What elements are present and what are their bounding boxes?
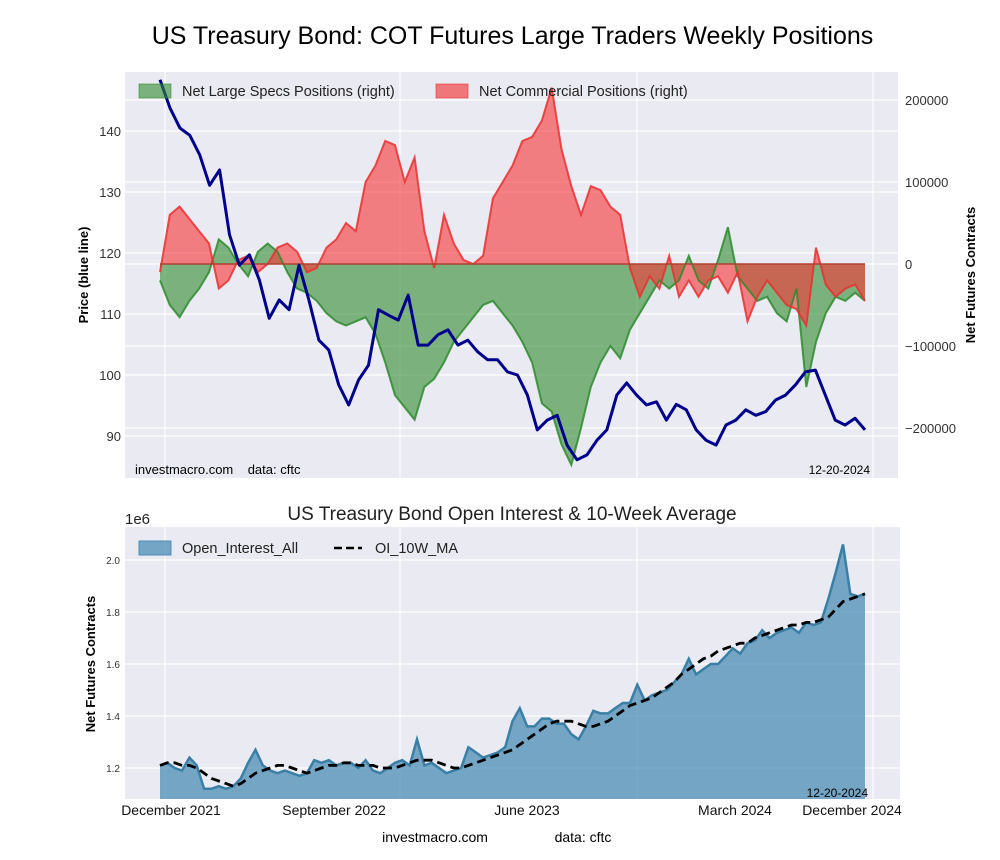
- legend-label-open-interest: Open_Interest_All: [182, 541, 298, 557]
- area-commercial: [160, 87, 865, 326]
- legend-label-commercial: Net Commercial Positions (right): [479, 84, 688, 100]
- legend-label-ma: OI_10W_MA: [375, 541, 458, 557]
- footer-site: investmacro.com: [382, 829, 488, 845]
- legend-swatch-commercial: [435, 83, 469, 99]
- tick-label-x: December 2021: [121, 802, 221, 818]
- lower-x-ticks: December 2021 September 2022 June 2023 Marc…: [121, 802, 902, 818]
- tick-label-y: 2.0: [106, 556, 120, 567]
- footer-source: data: cftc: [555, 829, 612, 845]
- upper-right-axis-label: Net Futures Contracts: [963, 207, 978, 344]
- upper-lines: [158, 79, 867, 468]
- upper-date-label: 12-20-2024: [809, 463, 871, 477]
- upper-right-ticks: −200000 −100000 0 100000 200000: [905, 93, 956, 436]
- tick-label-y: 1.6: [106, 660, 120, 671]
- tick-label-x: September 2022: [282, 802, 386, 818]
- lower-date-label: 12-20-2024: [807, 786, 869, 800]
- line-price: [158, 79, 867, 462]
- main-title: US Treasury Bond: COT Futures Large Trad…: [151, 22, 874, 50]
- upper-left-axis-label: Price (blue line): [76, 227, 91, 324]
- tick-label-y: 1.8: [106, 608, 120, 619]
- line-large-specs: [159, 226, 866, 468]
- line-open-interest: [159, 544, 866, 791]
- upper-areas: [160, 87, 865, 465]
- legend-swatch-open-interest: [138, 540, 172, 556]
- lower-offset-label: 1e6: [125, 511, 150, 528]
- legend-swatch-large-specs: [138, 83, 172, 99]
- tick-label-right: 100000: [905, 175, 948, 190]
- tick-label-x: March 2024: [698, 802, 772, 818]
- tick-label-left: 130: [99, 185, 121, 200]
- lower-legend: Open_Interest_All OI_10W_MA: [138, 540, 458, 557]
- lower-panel: US Treasury Bond Open Interest & 10-Week…: [83, 504, 902, 818]
- tick-label-right: −100000: [905, 339, 956, 354]
- line-ma: [159, 592, 866, 788]
- tick-label-left: 140: [99, 124, 121, 139]
- tick-label-x: June 2023: [494, 802, 560, 818]
- tick-label-y: 1.4: [106, 712, 120, 723]
- lower-area: [159, 544, 866, 799]
- upper-watermark: investmacro.com data: cftc: [135, 462, 301, 477]
- tick-label-left: 110: [100, 307, 121, 322]
- tick-label-right: 0: [905, 257, 912, 272]
- area-open-interest: [160, 544, 865, 799]
- upper-panel: 90 100 110 120 130 140 −200000 −100000 0 100000 2…: [76, 72, 978, 478]
- lower-axis-label: Net Futures Contracts: [83, 596, 98, 733]
- tick-label-right: 200000: [905, 93, 948, 108]
- tick-label-right: −200000: [905, 421, 956, 436]
- tick-label-left: 120: [99, 246, 121, 261]
- area-large-specs: [160, 227, 865, 465]
- tick-label-x: December 2024: [802, 802, 902, 818]
- tick-label-y: 1.2: [106, 764, 120, 775]
- lower-title: US Treasury Bond Open Interest & 10-Week…: [287, 504, 736, 525]
- tick-label-left: 100: [99, 368, 121, 383]
- upper-legend: Net Large Specs Positions (right) Net Co…: [138, 83, 688, 100]
- lower-y-ticks: 1.2 1.4 1.6 1.8 2.0: [106, 556, 120, 775]
- line-commercial: [159, 87, 866, 329]
- upper-left-ticks: 90 100 110 120 130 140: [99, 124, 121, 444]
- legend-label-large-specs: Net Large Specs Positions (right): [182, 84, 395, 100]
- tick-label-left: 90: [107, 429, 121, 444]
